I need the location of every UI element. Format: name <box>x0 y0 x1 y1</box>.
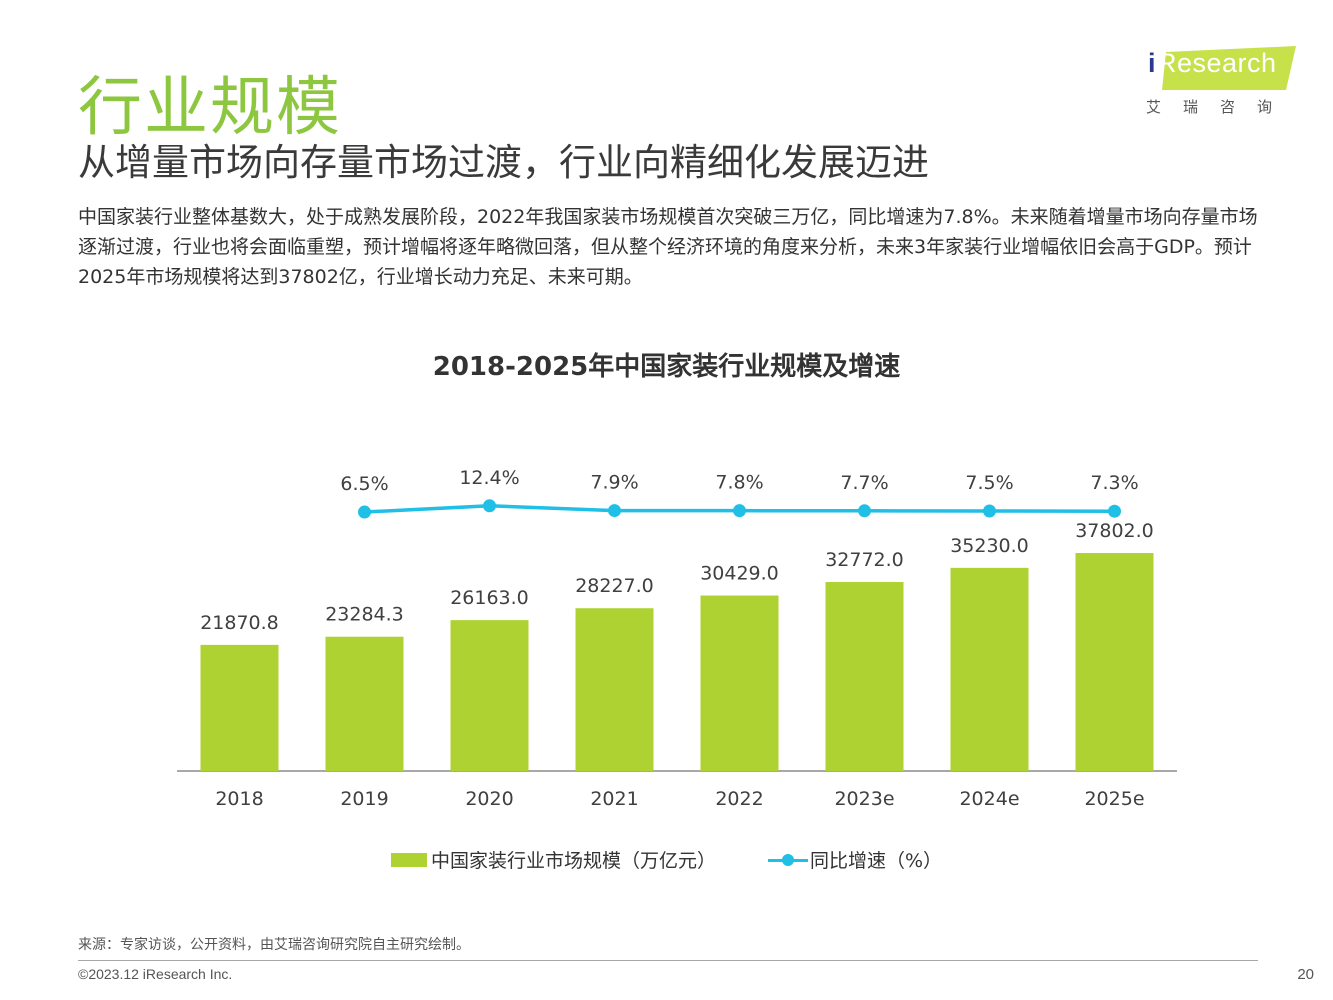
bar-value-label-2018: 21870.8 <box>200 612 279 634</box>
growth-label-2025e: 7.3% <box>1090 472 1138 494</box>
legend-item-market-size: 中国家装行业市场规模（万亿元） <box>390 846 716 873</box>
intro-paragraph: 中国家装行业整体基数大，处于成熟发展阶段，2022年我国家装市场规模首次突破三万… <box>78 206 1258 288</box>
growth-point-2020 <box>483 499 496 513</box>
logo-wordmark: Research <box>1157 48 1277 78</box>
growth-point-2025e <box>1108 504 1121 518</box>
logo-band <box>1162 46 1296 90</box>
page-number: 20 <box>1297 966 1314 983</box>
bar-2018 <box>200 644 279 771</box>
copyright: ©2023.12 iResearch Inc. <box>78 966 233 982</box>
bar-2024e <box>950 567 1029 771</box>
logo-i: i <box>1148 48 1156 78</box>
chart-legend: 中国家装行业市场规模（万亿元） 同比增速（%） <box>0 846 1333 873</box>
bar-2025e <box>1075 553 1154 771</box>
x-tick-label-2020: 2020 <box>465 788 513 810</box>
x-tick-label-2018: 2018 <box>215 788 263 810</box>
x-tick-label-2023e: 2023e <box>834 788 894 810</box>
legend-label-market-size: 中国家装行业市场规模（万亿元） <box>430 850 716 872</box>
bar-2022 <box>700 595 779 771</box>
growth-label-2020: 12.4% <box>459 467 519 489</box>
x-tick-label-2021: 2021 <box>590 788 638 810</box>
bar-2019 <box>325 636 404 771</box>
legend-bar-swatch <box>390 852 427 867</box>
bar-value-label-2019: 23284.3 <box>325 604 404 626</box>
bar-2020 <box>450 620 529 771</box>
logo-chinese-name: 艾瑞咨询 <box>1146 98 1295 116</box>
page-title: 行业规模 <box>78 71 342 145</box>
growth-point-2021 <box>608 504 621 518</box>
bar-value-label-2025e: 37802.0 <box>1075 520 1154 542</box>
bar-value-label-2020: 26163.0 <box>450 587 529 609</box>
chart-title: 2018-2025年中国家装行业规模及增速 <box>432 352 901 382</box>
bar-value-label-2024e: 35230.0 <box>950 535 1029 557</box>
page-subtitle: 从增量市场向存量市场过渡，行业向精细化发展迈进 <box>78 141 929 184</box>
growth-label-2024e: 7.5% <box>965 472 1013 494</box>
bar-value-label-2022: 30429.0 <box>700 563 779 585</box>
x-tick-label-2022: 2022 <box>715 788 763 810</box>
growth-point-2019 <box>358 505 371 519</box>
x-tick-label-2019: 2019 <box>340 788 388 810</box>
x-tick-label-2024e: 2024e <box>959 788 1019 810</box>
growth-label-2019: 6.5% <box>340 473 388 495</box>
bar-value-label-2021: 28227.0 <box>575 575 654 597</box>
growth-label-2023e: 7.7% <box>840 472 888 494</box>
growth-point-2024e <box>983 504 996 518</box>
source-note: 来源：专家访谈，公开资料，由艾瑞咨询研究院自主研究绘制。 <box>78 937 470 953</box>
combo-chart: 21870.8 2018 23284.3 2019 26163.0 2020 28227.0… <box>177 467 1177 810</box>
x-tick-label-2025e: 2025e <box>1084 788 1144 810</box>
bar-value-label-2023e: 32772.0 <box>825 549 904 571</box>
growth-label-2021: 7.9% <box>590 472 638 494</box>
bar-2021 <box>575 608 654 771</box>
growth-label-2022: 7.8% <box>715 472 763 494</box>
footer-divider <box>78 960 1258 961</box>
legend-label-growth: 同比增速（%） <box>809 850 943 872</box>
legend-item-growth: 同比增速（%） <box>767 846 943 873</box>
legend-line-swatch <box>767 853 808 867</box>
growth-point-2023e <box>858 504 871 518</box>
bar-2023e <box>825 582 904 771</box>
growth-point-2022 <box>733 504 746 518</box>
iresearch-logo: i Research 艾瑞咨询 <box>1140 42 1300 122</box>
